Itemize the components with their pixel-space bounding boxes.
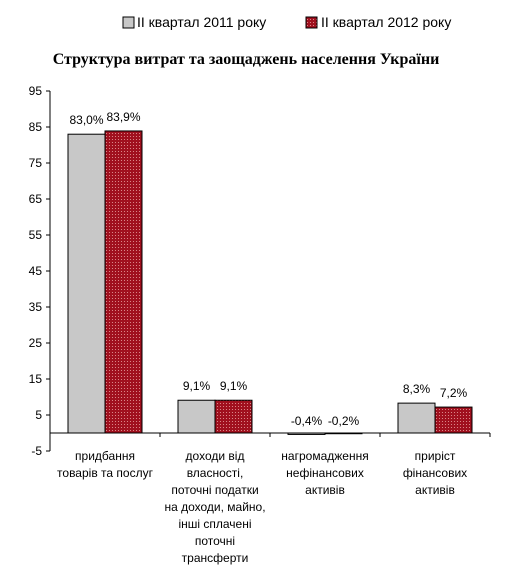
category-label: фінансових xyxy=(403,466,467,480)
data-label: -0,4% xyxy=(291,414,323,428)
y-tick-label: 45 xyxy=(29,264,43,278)
y-tick-label: 55 xyxy=(29,228,43,242)
category-label: поточні xyxy=(195,534,235,548)
category-label: активів xyxy=(305,483,345,497)
data-label: 9,1% xyxy=(220,379,248,393)
data-label: 8,3% xyxy=(403,382,431,396)
legend: II квартал 2011 року II квартал 2012 рок… xyxy=(122,14,451,30)
category-label: трансферти xyxy=(182,551,249,565)
category-label: доходи від xyxy=(186,449,245,463)
bar-2011-cat-2 xyxy=(287,432,326,435)
data-label: 9,1% xyxy=(183,379,211,393)
data-label: 83,0% xyxy=(69,113,103,127)
category-label: поточні податки xyxy=(171,483,258,497)
category-label: активів xyxy=(415,483,455,497)
category-label: нефінансових xyxy=(286,466,364,480)
bar-2011-cat-0 xyxy=(67,133,106,434)
y-tick-label: -5 xyxy=(31,444,42,458)
category-label: товарів та послуг xyxy=(57,466,154,480)
category-label: інші сплачені xyxy=(178,517,251,531)
data-label: -0,2% xyxy=(328,414,360,428)
category-label: власності, xyxy=(187,466,244,480)
y-tick-label: 75 xyxy=(29,156,43,170)
data-label: 83,9% xyxy=(106,110,140,124)
bar-2012-cat-0 xyxy=(104,130,143,434)
legend-swatch-2012 xyxy=(305,16,318,29)
bar-2012-cat-1 xyxy=(214,399,253,434)
bar-2012-cat-3 xyxy=(434,406,473,434)
y-tick-label: 35 xyxy=(29,300,43,314)
legend-swatch-2011 xyxy=(122,16,135,29)
data-label: 7,2% xyxy=(440,386,468,400)
chart-title: Структура витрат та заощаджень населення… xyxy=(53,51,440,68)
category-label: придбання xyxy=(75,449,135,463)
y-tick-label: 5 xyxy=(35,408,42,422)
bar-2012-cat-2 xyxy=(324,432,363,435)
category-label: нагромадження xyxy=(281,449,368,463)
bar-2011-cat-1 xyxy=(177,399,216,434)
legend-label-2012: II квартал 2012 року xyxy=(321,14,451,30)
y-tick-label: 15 xyxy=(29,372,43,386)
y-tick-label: 95 xyxy=(29,84,43,98)
y-tick-label: 65 xyxy=(29,192,43,206)
legend-label-2011: II квартал 2011 року xyxy=(137,14,266,30)
y-tick-label: 85 xyxy=(29,120,43,134)
y-tick-label: 25 xyxy=(29,336,43,350)
bar-2011-cat-3 xyxy=(397,402,436,434)
category-label: приріст xyxy=(415,449,456,463)
category-label: на доходи, майно, xyxy=(164,500,265,514)
